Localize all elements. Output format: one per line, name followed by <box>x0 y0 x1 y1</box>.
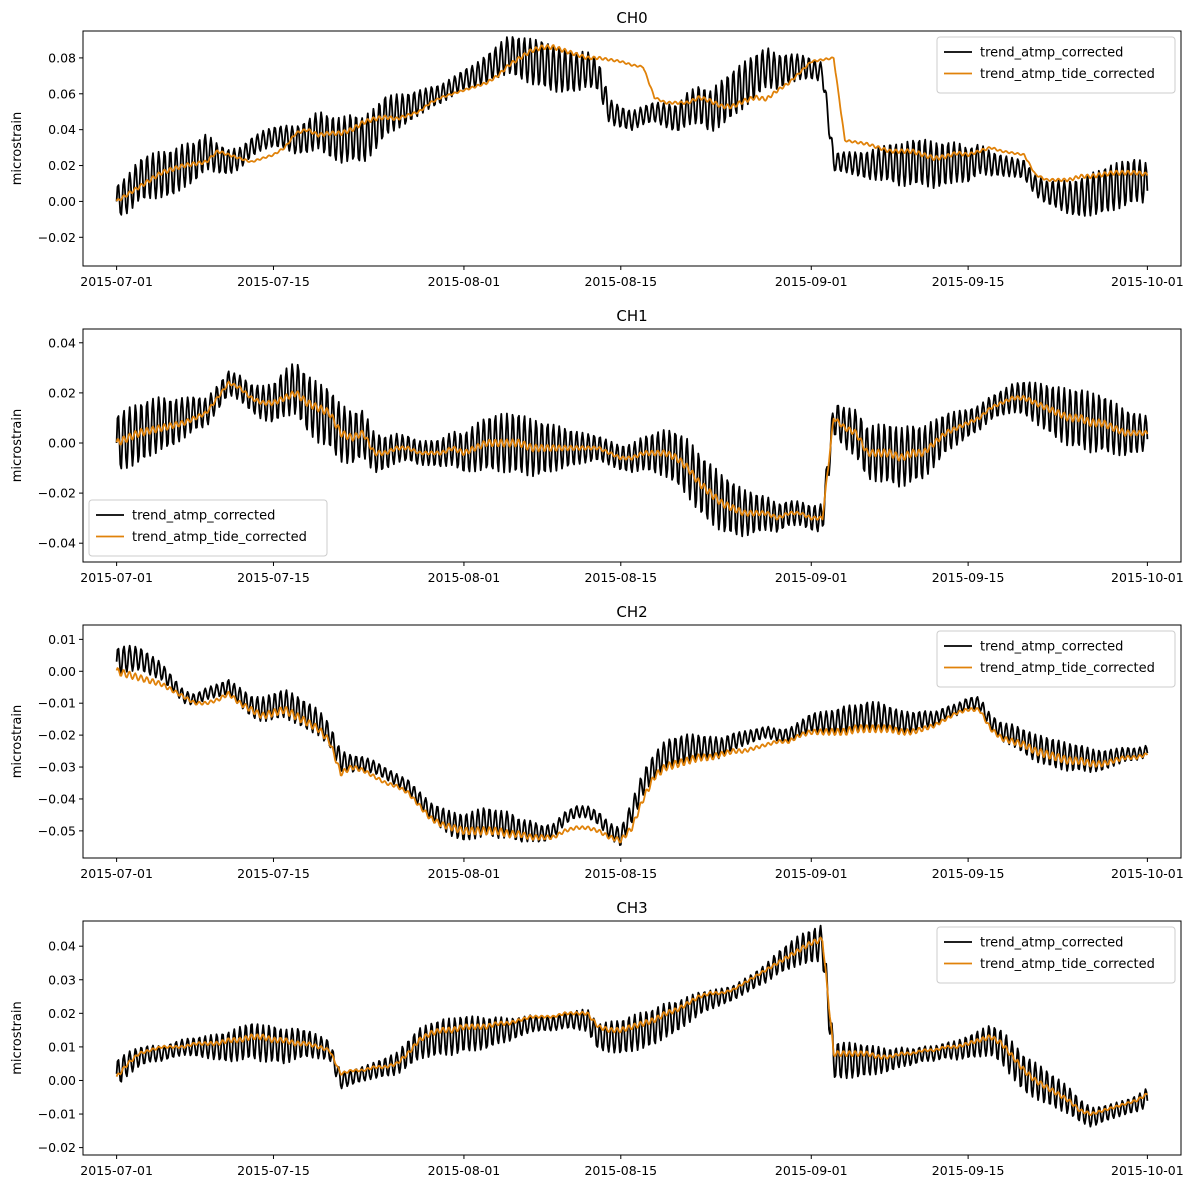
series-line-trend_atmp_tide_corrected <box>115 936 1148 1117</box>
chart-title: CH1 <box>616 307 647 325</box>
x-tick-label: 2015-07-15 <box>237 1163 310 1178</box>
y-tick-label: 0.04 <box>48 122 76 137</box>
x-tick-label: 2015-09-01 <box>775 274 848 289</box>
chart-title: CH0 <box>616 9 647 27</box>
legend-box <box>936 36 1176 94</box>
y-tick-label: 0.08 <box>48 50 76 65</box>
y-tick-label: −0.02 <box>38 1140 76 1155</box>
x-tick-label: 2015-08-01 <box>428 866 501 881</box>
y-tick-label: 0.00 <box>48 1073 76 1088</box>
legend-label: trend_atmp_corrected <box>132 509 275 524</box>
y-tick-label: 0.04 <box>48 939 76 954</box>
y-tick-label: 0.00 <box>48 435 76 450</box>
series-line-trend_atmp_corrected <box>115 363 1149 538</box>
y-tick-label: 0.01 <box>48 1039 76 1054</box>
x-tick-label: 2015-10-01 <box>1111 274 1184 289</box>
y-tick-label: 0.06 <box>48 86 76 101</box>
series-line-trend_atmp_tide_corrected <box>115 44 1149 202</box>
x-tick-label: 2015-10-01 <box>1111 1163 1184 1178</box>
y-axis-label: microstrain <box>10 112 25 185</box>
x-tick-label: 2015-08-15 <box>584 1163 657 1178</box>
y-tick-label: 0.00 <box>48 194 76 209</box>
x-tick-label: 2015-09-15 <box>932 1163 1005 1178</box>
chart-panel-1: CH1 microstrain −0.04 −0.02 0.00 0.02 0.04 2015… <box>10 307 1184 585</box>
y-axis-label: microstrain <box>10 409 25 482</box>
x-tick-label: 2015-08-15 <box>584 866 657 881</box>
x-tick-label: 2015-08-15 <box>584 274 657 289</box>
series-line-trend_atmp_corrected <box>115 36 1149 217</box>
x-tick-label: 2015-07-15 <box>237 866 310 881</box>
legend: trend_atmp_corrected trend_atmp_tide_corr… <box>88 499 328 557</box>
x-tick-label: 2015-07-01 <box>80 274 153 289</box>
x-tick-label: 2015-10-01 <box>1111 570 1184 585</box>
chart-panel-3: CH3 microstrain −0.02 −0.01 0.00 0.01 0.02 0.03… <box>10 899 1184 1178</box>
y-tick-label: −0.05 <box>38 823 76 838</box>
y-tick-label: −0.01 <box>38 1107 76 1122</box>
axes-frame <box>82 624 1182 859</box>
legend-box <box>88 499 328 557</box>
legend-label: trend_atmp_corrected <box>980 640 1123 655</box>
legend-label: trend_atmp_tide_corrected <box>980 661 1155 676</box>
series-line-trend_atmp_tide_corrected <box>115 380 1149 521</box>
legend-box <box>936 630 1176 688</box>
series-line-trend_atmp_tide_corrected <box>115 667 1149 844</box>
x-tick-label: 2015-07-15 <box>237 274 310 289</box>
y-axis-label: microstrain <box>10 1001 25 1074</box>
x-tick-label: 2015-08-15 <box>584 570 657 585</box>
x-tick-label: 2015-07-15 <box>237 570 310 585</box>
x-tick-label: 2015-09-01 <box>775 866 848 881</box>
x-tick-label: 2015-07-01 <box>80 1163 153 1178</box>
x-tick-label: 2015-08-01 <box>428 1163 501 1178</box>
x-tick-label: 2015-08-01 <box>428 274 501 289</box>
y-tick-label: −0.02 <box>38 486 76 501</box>
y-tick-label: 0.02 <box>48 158 76 173</box>
axes-frame <box>82 920 1182 1156</box>
legend: trend_atmp_corrected trend_atmp_tide_corr… <box>936 630 1176 688</box>
legend-label: trend_atmp_corrected <box>980 936 1123 951</box>
y-tick-label: −0.02 <box>38 230 76 245</box>
x-tick-label: 2015-08-01 <box>428 570 501 585</box>
y-tick-label: 0.01 <box>48 632 76 647</box>
x-tick-label: 2015-10-01 <box>1111 866 1184 881</box>
legend: trend_atmp_corrected trend_atmp_tide_corr… <box>936 926 1176 984</box>
x-tick-label: 2015-09-01 <box>775 1163 848 1178</box>
x-tick-label: 2015-09-15 <box>932 866 1005 881</box>
chart-panel-0: CH0 microstrain −0.02 0.00 0.02 0.04 0.06 0.08 2… <box>10 9 1184 289</box>
axes-frame <box>82 328 1182 563</box>
x-tick-label: 2015-07-01 <box>80 570 153 585</box>
legend-label: trend_atmp_tide_corrected <box>132 530 307 545</box>
y-tick-label: −0.04 <box>38 536 76 551</box>
y-tick-label: −0.01 <box>38 696 76 711</box>
y-tick-label: −0.04 <box>38 791 76 806</box>
y-tick-label: −0.02 <box>38 728 76 743</box>
y-tick-label: 0.00 <box>48 664 76 679</box>
series-line-trend_atmp_corrected <box>115 924 1149 1128</box>
legend: trend_atmp_corrected trend_atmp_tide_corr… <box>936 36 1176 94</box>
y-tick-label: 0.02 <box>48 1006 76 1021</box>
chart-title: CH3 <box>616 899 647 917</box>
legend-label: trend_atmp_tide_corrected <box>980 957 1155 972</box>
legend-label: trend_atmp_corrected <box>980 46 1123 61</box>
x-tick-label: 2015-09-01 <box>775 570 848 585</box>
chart-title: CH2 <box>616 603 647 621</box>
y-tick-label: −0.03 <box>38 760 76 775</box>
legend-box <box>936 926 1176 984</box>
chart-panel-2: CH2 microstrain −0.05 −0.04 −0.03 −0.02 −0.01 0… <box>10 603 1184 881</box>
x-tick-label: 2015-09-15 <box>932 570 1005 585</box>
y-tick-label: 0.03 <box>48 972 76 987</box>
x-tick-label: 2015-09-15 <box>932 274 1005 289</box>
y-tick-label: 0.04 <box>48 335 76 350</box>
x-tick-label: 2015-07-01 <box>80 866 153 881</box>
y-axis-label: microstrain <box>10 705 25 778</box>
legend-label: trend_atmp_tide_corrected <box>980 67 1155 82</box>
axes-frame <box>82 30 1182 267</box>
y-tick-label: 0.02 <box>48 385 76 400</box>
